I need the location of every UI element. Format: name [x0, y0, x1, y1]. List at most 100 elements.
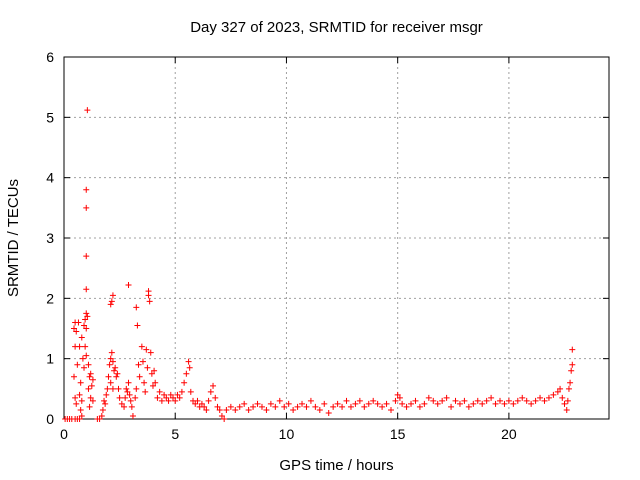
- data-point-marker: [151, 367, 158, 374]
- data-point-marker: [479, 400, 486, 407]
- data-point-marker: [136, 373, 143, 380]
- x-axis-label: GPS time / hours: [279, 457, 393, 474]
- data-point-marker: [394, 391, 401, 398]
- data-point-marker: [316, 406, 323, 413]
- data-point-marker: [263, 406, 270, 413]
- data-point-marker: [106, 361, 113, 368]
- data-point-marker: [492, 400, 499, 407]
- data-point-marker: [183, 370, 190, 377]
- data-point-marker: [107, 379, 114, 386]
- x-tick-label: 20: [501, 426, 517, 442]
- data-point-marker: [439, 397, 446, 404]
- data-point-marker: [216, 406, 223, 413]
- data-point-marker: [561, 400, 568, 407]
- data-point-marker: [569, 346, 576, 353]
- data-point-marker: [83, 204, 90, 211]
- data-point-marker: [465, 403, 472, 410]
- data-point-marker: [396, 394, 403, 401]
- data-point-marker: [488, 394, 495, 401]
- data-point-marker: [214, 403, 221, 410]
- data-point-marker: [73, 328, 80, 335]
- data-point-marker: [81, 322, 88, 329]
- data-point-marker: [87, 370, 94, 377]
- data-point-marker: [148, 370, 155, 377]
- data-point-marker: [497, 397, 503, 404]
- data-point-marker: [474, 397, 481, 404]
- data-point-marker: [461, 397, 468, 404]
- data-point-marker: [163, 394, 170, 401]
- data-point-marker: [108, 349, 115, 356]
- data-point-marker: [528, 400, 535, 407]
- data-point-marker: [147, 349, 154, 356]
- data-point-marker: [86, 403, 93, 410]
- data-point-marker: [285, 400, 292, 407]
- data-point-marker: [276, 397, 283, 404]
- data-point-marker: [203, 406, 210, 413]
- data-point-marker: [89, 376, 96, 383]
- data-point-marker: [392, 397, 399, 404]
- data-point-marker: [158, 397, 165, 404]
- data-point-marker: [425, 394, 432, 401]
- data-point-marker: [71, 373, 78, 380]
- y-tick-label: 6: [46, 49, 54, 65]
- data-point-marker: [109, 385, 116, 392]
- data-point-marker: [519, 394, 526, 401]
- data-point-marker: [143, 346, 150, 353]
- data-point-marker: [430, 397, 437, 404]
- data-point-marker: [325, 409, 332, 416]
- data-point-marker: [186, 364, 193, 371]
- data-point-marker: [172, 397, 179, 404]
- data-point-marker: [399, 400, 406, 407]
- data-point-marker: [75, 319, 82, 326]
- data-point-marker: [116, 394, 123, 401]
- data-point-marker: [510, 400, 517, 407]
- data-point-marker: [125, 379, 132, 386]
- data-point-marker: [74, 361, 81, 368]
- data-point-marker: [83, 310, 90, 317]
- data-point-marker: [111, 367, 118, 374]
- data-point-marker: [114, 370, 121, 377]
- data-point-marker: [167, 391, 174, 398]
- data-point-marker: [170, 394, 176, 401]
- data-point-marker: [142, 388, 149, 395]
- data-point-marker: [245, 406, 252, 413]
- data-point-marker: [139, 358, 146, 365]
- data-point-marker: [72, 394, 79, 401]
- data-point-marker: [347, 403, 354, 410]
- data-point-marker: [205, 397, 212, 404]
- data-point-marker: [105, 373, 112, 380]
- y-tick-label: 1: [46, 351, 54, 367]
- data-point-marker: [161, 391, 168, 398]
- data-point-marker: [83, 286, 90, 293]
- data-point-marker: [321, 400, 328, 407]
- data-point-marker: [129, 412, 136, 419]
- data-point-marker: [312, 403, 319, 410]
- data-point-marker: [133, 304, 140, 311]
- data-point-marker: [99, 406, 106, 413]
- data-point-marker: [77, 406, 84, 413]
- data-point-marker: [545, 394, 552, 401]
- data-point-marker: [85, 361, 92, 368]
- data-point-marker: [181, 379, 188, 386]
- data-point-marker: [470, 400, 477, 407]
- data-point-marker: [514, 397, 521, 404]
- data-point-marker: [550, 391, 557, 398]
- y-tick-label: 4: [46, 170, 54, 186]
- data-point-marker: [254, 400, 261, 407]
- data-point-marker: [138, 343, 145, 350]
- data-point-marker: [78, 334, 85, 341]
- data-point-marker: [537, 394, 544, 401]
- data-point-marker: [299, 400, 306, 407]
- data-point-marker: [141, 379, 148, 386]
- data-point-marker: [121, 403, 128, 410]
- data-point-marker: [250, 403, 257, 410]
- data-point-marker: [88, 382, 95, 389]
- data-point-marker: [128, 403, 135, 410]
- x-tick-label: 5: [171, 426, 179, 442]
- data-point-marker: [102, 400, 109, 407]
- y-axis-label: SRMTID / TECUs: [5, 179, 22, 297]
- data-point-marker: [365, 400, 372, 407]
- data-point-marker: [104, 385, 111, 392]
- data-point-marker: [272, 403, 279, 410]
- data-point-marker: [567, 379, 574, 386]
